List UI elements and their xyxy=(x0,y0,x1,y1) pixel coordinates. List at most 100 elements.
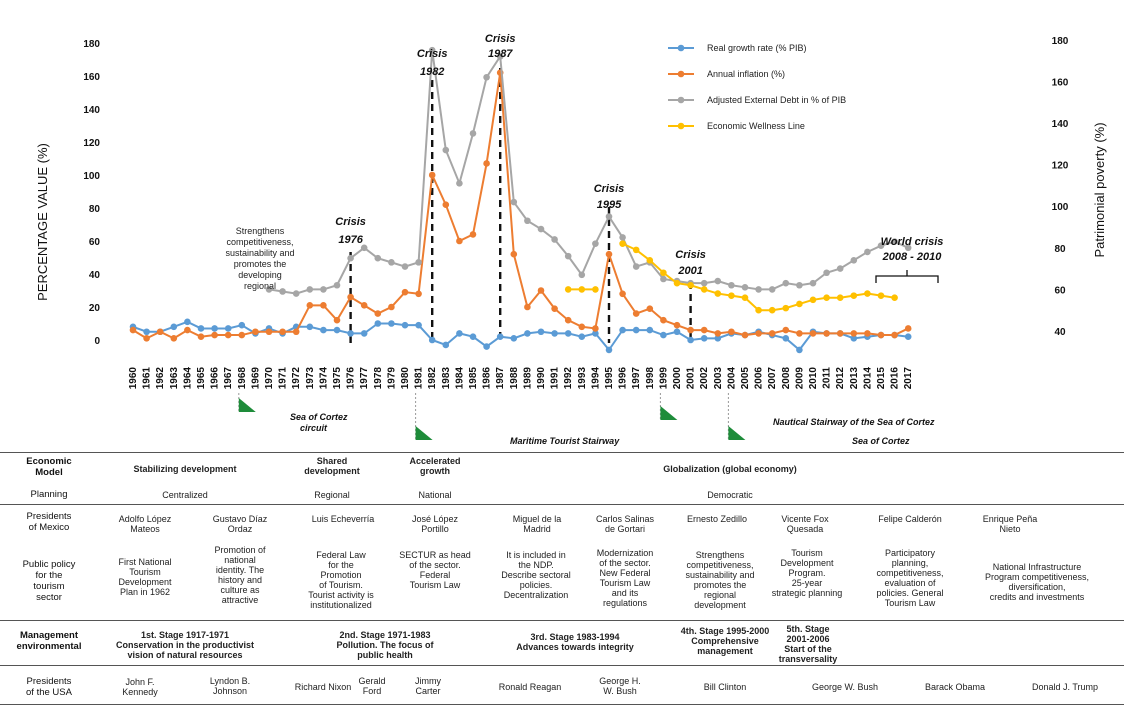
point-1-1970 xyxy=(265,328,273,336)
president-usa-6-line-0: George H. xyxy=(599,676,641,686)
management-3-line-0: 4th. Stage 1995-2000 xyxy=(680,626,770,636)
president-usa-8-line-0: George W. Bush xyxy=(811,682,879,692)
president-usa-2: Richard Nixon xyxy=(278,682,368,692)
policy-table: Economic Model Stabilizing development Shar… xyxy=(0,452,1124,709)
point-3-1997 xyxy=(632,246,640,254)
x-tick-1981: 1981 xyxy=(414,367,425,390)
president-usa-1: Lyndon B. Johnson xyxy=(185,676,275,696)
y-tick-left-5: 100 xyxy=(83,171,100,182)
point-2-2012 xyxy=(836,265,844,272)
point-2-2013 xyxy=(850,256,858,264)
y-axis-label-left: PERCENTAGE VALUE (%) xyxy=(35,143,50,301)
x-tick-1963: 1963 xyxy=(169,367,180,390)
point-0-1992 xyxy=(564,330,572,337)
policy-1-line-1: national xyxy=(224,555,256,565)
x-tick-2003: 2003 xyxy=(713,367,724,390)
point-1-1998 xyxy=(646,305,654,312)
point-2-2006 xyxy=(755,286,762,293)
series-layer xyxy=(129,46,912,354)
president-usa-3-line-1: Ford xyxy=(362,686,382,696)
policy-8-line-3: evaluation of xyxy=(884,578,936,588)
policy-5: Modernization of the sector. New Federal To… xyxy=(580,548,670,608)
series-line-0-0 xyxy=(132,320,909,352)
policy-7-line-1: Development xyxy=(780,558,834,568)
legend-label-0: Real growth rate (% PIB) xyxy=(707,43,807,53)
policy-1-line-0: Promotion of xyxy=(214,545,266,555)
point-0-1974 xyxy=(320,326,327,334)
x-tick-2002: 2002 xyxy=(699,367,710,390)
policy-1-line-2: identity. The xyxy=(215,565,265,575)
president-mx-0-line-1: Mateos xyxy=(130,524,160,534)
crisis-labels: Crisis 1976 Crisis 1982 Crisis 1987 Crisis 1995… xyxy=(335,33,706,277)
point-0-1975 xyxy=(333,326,341,334)
point-1-1978 xyxy=(374,310,382,317)
policy-3: SECTUR as head of the sector. Federal Touri… xyxy=(390,550,480,590)
policy-2-line-0: Federal Law xyxy=(316,550,366,560)
policy-1: Promotion of national identity. The history… xyxy=(200,545,280,605)
management-3: 4th. Stage 1995-2000 Comprehensive managem… xyxy=(670,626,780,656)
point-1-1968 xyxy=(238,331,246,339)
president-mx-5-line-0: Carlos Salinas xyxy=(595,514,655,524)
point-3-2002 xyxy=(700,286,708,293)
point-1-1980 xyxy=(401,288,409,296)
world-crisis-label: World crisis xyxy=(881,236,944,248)
point-2-1989 xyxy=(524,217,531,225)
point-1-1963 xyxy=(170,335,178,342)
president-mx-2-line-0: Luis Echeverría xyxy=(311,514,375,524)
crisis-year-1982: 1982 xyxy=(420,66,444,78)
policy-0-line-1: Tourism xyxy=(129,567,161,577)
point-2-1978 xyxy=(374,254,382,262)
y-tick-left-9: 180 xyxy=(83,39,100,50)
y-tick-right-4: 120 xyxy=(1052,161,1069,172)
point-2-1987 xyxy=(496,53,504,60)
policy-6-line-3: promotes the xyxy=(693,580,747,590)
policy-3-line-3: Tourism Law xyxy=(409,580,461,590)
point-2-1971 xyxy=(279,288,286,295)
x-tick-2001: 2001 xyxy=(686,367,697,390)
policy-7-line-0: Tourism xyxy=(791,548,823,558)
y-tick-right-2: 80 xyxy=(1054,244,1066,255)
policy-label-line-0: Public policy xyxy=(22,559,76,570)
point-0-2017 xyxy=(904,333,912,341)
president-mx-5: Carlos Salinas de Gortari xyxy=(580,514,670,534)
policy-5-line-4: and its xyxy=(611,588,639,598)
point-3-2013 xyxy=(850,292,858,299)
point-2-1982 xyxy=(428,46,436,54)
point-0-2002 xyxy=(700,335,708,342)
president-mx-3-line-0: José López xyxy=(411,514,459,524)
point-2-1973 xyxy=(306,286,314,293)
policy-9-line-1: Program competitiveness, xyxy=(984,572,1090,582)
project-label-0: Sea of Cortez xyxy=(290,412,348,422)
point-3-2014 xyxy=(864,290,871,297)
point-0-1982 xyxy=(428,336,436,344)
management-2: 3rd. Stage 1983-1994 Advances towards int… xyxy=(500,632,650,652)
president-usa-6: George H. W. Bush xyxy=(575,676,665,696)
legend-label-3: Economic Wellness Line xyxy=(707,121,805,131)
point-0-2000 xyxy=(673,328,681,336)
x-tick-1993: 1993 xyxy=(577,367,588,390)
x-tick-1974: 1974 xyxy=(318,367,329,390)
point-2-2007 xyxy=(768,286,776,293)
president-usa-0: John F. Kennedy xyxy=(95,677,185,697)
point-0-2009 xyxy=(796,346,803,354)
point-1-2014 xyxy=(864,330,871,337)
strengthens-line-4: developing xyxy=(238,270,282,280)
x-tick-1994: 1994 xyxy=(590,367,601,390)
point-3-2000 xyxy=(673,279,681,287)
policy-label-line-1: for the xyxy=(35,570,63,581)
x-tick-2007: 2007 xyxy=(767,367,778,390)
x-tick-2017: 2017 xyxy=(903,367,914,390)
x-tick-2009: 2009 xyxy=(794,367,805,390)
policy-8-line-4: policies. General xyxy=(876,588,944,598)
president-mx-6: Ernesto Zedillo xyxy=(672,514,762,524)
point-2-2011 xyxy=(823,269,830,277)
president-mx-0-line-0: Adolfo López xyxy=(118,514,172,524)
policy-1-line-3: history and xyxy=(217,575,263,585)
point-2-2009 xyxy=(796,281,803,289)
president-mx-6-line-0: Ernesto Zedillo xyxy=(686,514,748,524)
point-2-1981 xyxy=(415,259,422,266)
world-crisis-years: 2008 - 2010 xyxy=(882,251,943,263)
point-0-1976 xyxy=(347,330,354,337)
x-tick-2015: 2015 xyxy=(876,367,887,390)
